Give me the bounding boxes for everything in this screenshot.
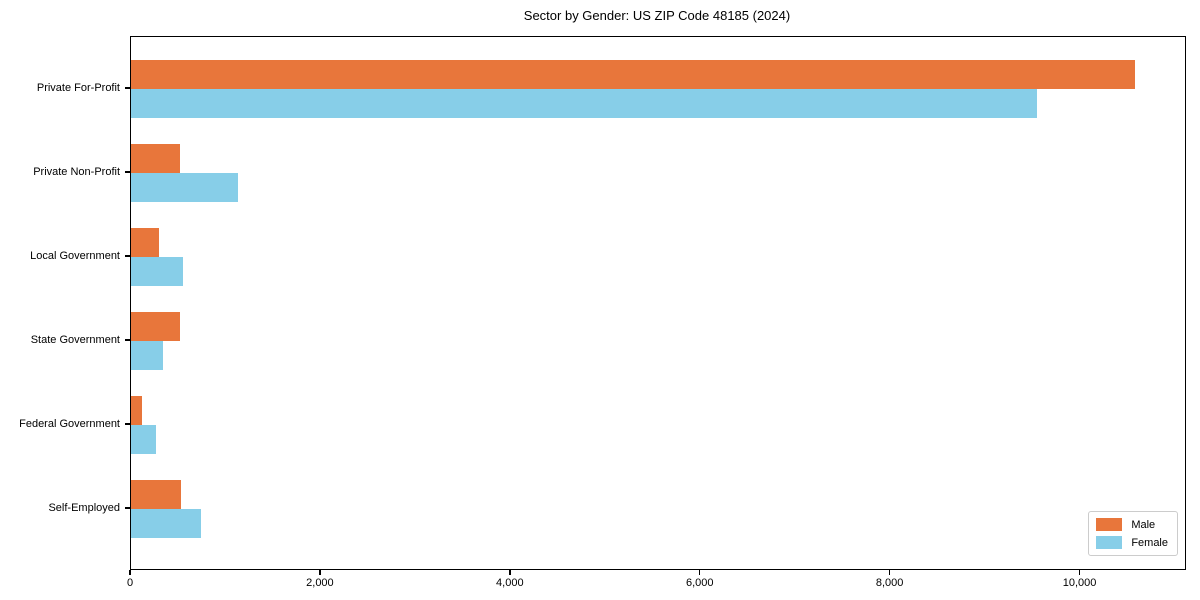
x-tick-mark xyxy=(509,569,511,575)
bar-female-1 xyxy=(131,173,239,202)
x-tick-label: 8,000 xyxy=(875,577,904,589)
bar-male-3 xyxy=(131,312,180,341)
y-tick-mark xyxy=(125,423,130,425)
y-tick-label: State Government xyxy=(30,333,120,346)
x-tick-mark xyxy=(319,569,321,575)
x-tick-mark xyxy=(1078,569,1081,575)
legend: Male Female xyxy=(1088,511,1178,556)
plot-area: Male Female xyxy=(130,36,1186,570)
legend-label: Female xyxy=(1131,536,1168,549)
y-tick-mark xyxy=(125,339,130,341)
bar-female-4 xyxy=(131,425,156,454)
y-tick-label: Federal Government xyxy=(19,417,120,430)
legend-swatch-male xyxy=(1096,518,1123,531)
legend-row-male: Male xyxy=(1096,518,1168,531)
x-tick-label: 4,000 xyxy=(496,577,524,589)
y-tick-mark xyxy=(125,507,130,509)
bar-female-0 xyxy=(131,89,1037,118)
bar-female-3 xyxy=(131,341,164,370)
x-tick-label: 0 xyxy=(126,577,134,589)
bar-male-1 xyxy=(131,144,181,173)
x-tick-mark xyxy=(699,569,701,575)
x-tick-label: 6,000 xyxy=(685,577,714,589)
y-tick-mark xyxy=(125,87,130,89)
y-tick-label: Self-Employed xyxy=(48,501,120,514)
x-tick-label: 2,000 xyxy=(306,577,334,589)
x-tick-label: 10,000 xyxy=(1062,577,1097,589)
bar-male-5 xyxy=(131,480,182,509)
legend-label: Male xyxy=(1131,518,1156,531)
legend-swatch-female xyxy=(1096,536,1123,549)
bar-male-0 xyxy=(131,60,1135,89)
chart-title: Sector by Gender: US ZIP Code 48185 (202… xyxy=(523,8,791,23)
legend-row-female: Female xyxy=(1096,536,1168,549)
y-tick-mark xyxy=(125,171,130,173)
bar-male-4 xyxy=(131,396,142,425)
x-tick-mark xyxy=(888,569,891,575)
bar-female-2 xyxy=(131,257,184,286)
y-tick-mark xyxy=(125,255,130,257)
bar-male-2 xyxy=(131,228,159,257)
y-tick-label: Local Government xyxy=(30,249,120,262)
x-tick-mark xyxy=(129,569,131,575)
bar-female-5 xyxy=(131,509,202,538)
y-tick-label: Private For-Profit xyxy=(36,81,120,94)
y-tick-label: Private Non-Profit xyxy=(33,165,120,178)
